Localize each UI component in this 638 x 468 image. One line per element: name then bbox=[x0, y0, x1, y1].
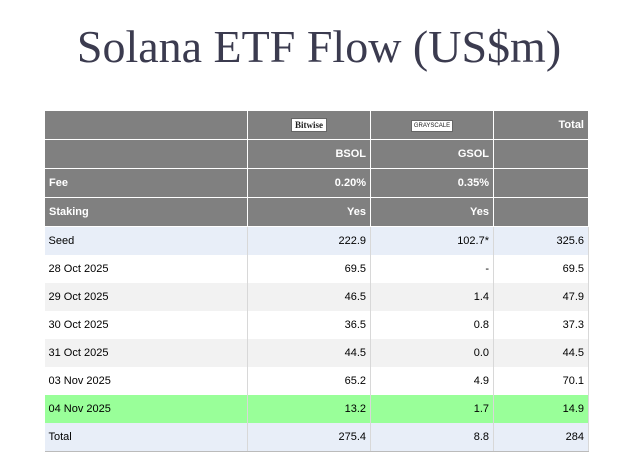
header-cell: Yes bbox=[370, 197, 494, 227]
data-row: 28 Oct 2025 69.5-69.5 bbox=[44, 255, 589, 283]
header-row: Staking Yes Yes bbox=[44, 197, 589, 227]
header-row: Fee 0.20% 0.35% bbox=[44, 168, 589, 198]
cell: 0.0 bbox=[370, 339, 494, 367]
header-row: BSOL GSOL bbox=[44, 139, 589, 169]
header-cell: GRAYSCALE bbox=[370, 110, 494, 140]
header-cell: Bitwise bbox=[247, 110, 371, 140]
logo: Bitwise bbox=[291, 118, 327, 132]
header-cell: BSOL bbox=[247, 139, 371, 169]
data-row: 30 Oct 2025 36.5 0.8 37.3 bbox=[44, 311, 589, 339]
cell: 36.5 bbox=[247, 311, 371, 339]
header-cell bbox=[44, 110, 248, 140]
header-cell bbox=[493, 197, 589, 227]
cell: 65.2 bbox=[247, 367, 371, 395]
cell: 44.5 bbox=[247, 339, 371, 367]
data-row: Total 275.4 8.8 284 bbox=[44, 423, 589, 452]
cell: 69.5 bbox=[247, 255, 371, 283]
header-cell: GSOL bbox=[370, 139, 494, 169]
cell: 275.4 bbox=[247, 423, 371, 452]
cell: 0.8 bbox=[370, 311, 494, 339]
cell: 4.9 bbox=[370, 367, 494, 395]
row-label: 03 Nov 2025 bbox=[44, 367, 248, 395]
cell: 102.7* bbox=[370, 226, 494, 255]
row-label: 28 Oct 2025 bbox=[44, 255, 248, 283]
cell: 37.3 bbox=[493, 311, 589, 339]
cell: 13.2 bbox=[247, 395, 371, 423]
row-label: 31 Oct 2025 bbox=[44, 339, 248, 367]
cell: 1.7 bbox=[370, 395, 494, 423]
header-cell bbox=[44, 139, 248, 169]
header-row: Bitwise GRAYSCALE Total bbox=[44, 110, 589, 140]
cell: 14.9 bbox=[493, 395, 589, 423]
header-cell: 0.20% bbox=[247, 168, 371, 198]
row-label: Total bbox=[44, 423, 248, 452]
title: Solana ETF Flow (US$m) bbox=[76, 21, 562, 72]
row-label: Seed bbox=[44, 226, 248, 255]
cell: 1.4 bbox=[370, 283, 494, 311]
cell: - bbox=[370, 255, 494, 283]
header-cell bbox=[493, 139, 589, 169]
cell: 284 bbox=[493, 423, 589, 452]
row-label: 04 Nov 2025 bbox=[44, 395, 248, 423]
header-cell: 0.35% bbox=[370, 168, 494, 198]
data-row: Seed 222.9 102.7* 325.6 bbox=[44, 226, 589, 255]
cell: 44.5 bbox=[493, 339, 589, 367]
row-label: 30 Oct 2025 bbox=[44, 311, 248, 339]
cell: 46.5 bbox=[247, 283, 371, 311]
header-cell: Total bbox=[493, 110, 589, 140]
flow-table: Bitwise GRAYSCALE Total BSOL GSOL Fee 0.20% 0.3… bbox=[44, 110, 589, 452]
data-row: 04 Nov 2025 13.2 1.7 14.9 bbox=[44, 395, 589, 423]
header-cell bbox=[493, 168, 589, 198]
cell: 70.1 bbox=[493, 367, 589, 395]
data-row: 03 Nov 2025 65.2 4.9 70.1 bbox=[44, 367, 589, 395]
row-label: 29 Oct 2025 bbox=[44, 283, 248, 311]
logo: GRAYSCALE bbox=[410, 120, 454, 132]
cell: 8.8 bbox=[370, 423, 494, 452]
cell: 325.6 bbox=[493, 226, 589, 255]
header-cell: Fee bbox=[44, 168, 248, 198]
data-row: 31 Oct 2025 44.5 0.0 44.5 bbox=[44, 339, 589, 367]
cell: 47.9 bbox=[493, 283, 589, 311]
header-cell: Staking bbox=[44, 197, 248, 227]
cell: 222.9 bbox=[247, 226, 371, 255]
data-row: 29 Oct 2025 46.5 1.4 47.9 bbox=[44, 283, 589, 311]
header-cell: Yes bbox=[247, 197, 371, 227]
cell: 69.5 bbox=[493, 255, 589, 283]
